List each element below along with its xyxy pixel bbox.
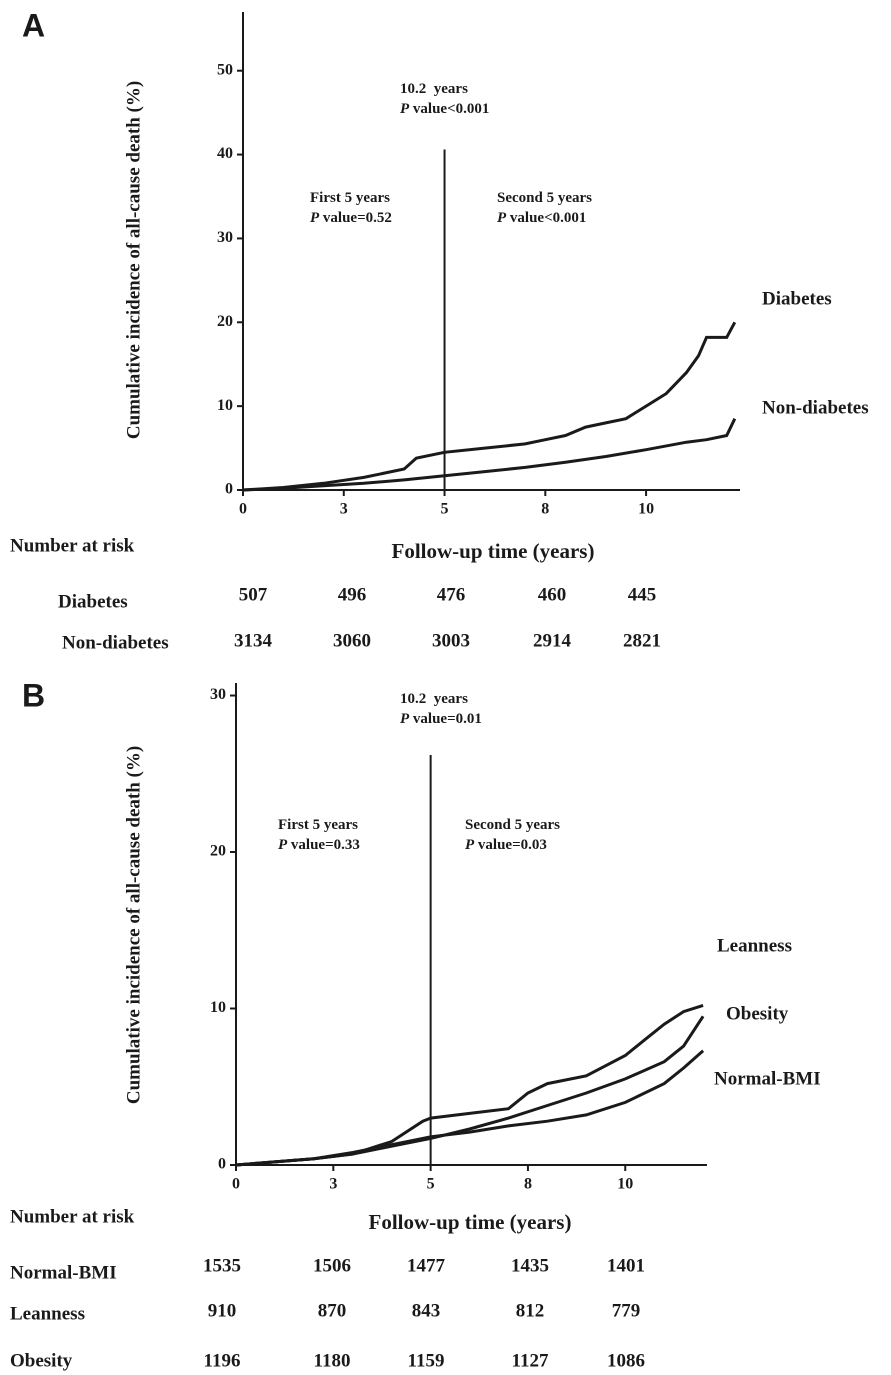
y-tick-label: 0 — [225, 481, 233, 498]
annotation-text: Second 5 years — [497, 190, 592, 206]
risk-value: 779 — [612, 1300, 641, 1321]
risk-table-title: Number at risk — [10, 535, 135, 556]
annotation: P value<0.001 — [400, 101, 489, 117]
annotation: Second 5 years — [465, 817, 560, 833]
risk-value: 496 — [338, 584, 367, 605]
annotation: 10.2 years — [400, 81, 468, 97]
y-tick-label: 20 — [217, 313, 233, 330]
risk-value: 1401 — [607, 1255, 645, 1276]
risk-value: 3060 — [333, 630, 371, 651]
x-tick-label: 0 — [239, 501, 247, 518]
annotation: P value=0.03 — [465, 837, 547, 853]
x-tick-label: 10 — [617, 1176, 633, 1193]
annotation-text: Second 5 years — [465, 817, 560, 833]
risk-value: 1196 — [204, 1350, 241, 1371]
annotation-text: value<0.001 — [506, 210, 586, 226]
series-label: Leanness — [717, 935, 792, 956]
annotation-text: First 5 years — [310, 190, 390, 206]
risk-value: 1159 — [408, 1350, 445, 1371]
series-line — [242, 418, 737, 492]
risk-value: 445 — [628, 584, 657, 605]
risk-table-title: Number at risk — [10, 1206, 135, 1227]
annotation-italic: P — [400, 711, 410, 727]
x-tick-label: 3 — [340, 501, 348, 518]
annotation-text: value=0.01 — [409, 711, 482, 727]
annotation: P value=0.52 — [310, 210, 392, 226]
risk-value: 1477 — [407, 1255, 446, 1276]
risk-value: 2821 — [623, 630, 661, 651]
y-axis-title: Cumulative incidence of all-cause death … — [123, 746, 144, 1104]
annotation: 10.2 years — [400, 691, 468, 707]
series-label: Non-diabetes — [762, 397, 869, 418]
risk-value: 812 — [516, 1300, 545, 1321]
annotation: P value=0.33 — [278, 837, 360, 853]
y-tick-label: 20 — [210, 843, 226, 860]
x-tick-label: 0 — [232, 1176, 240, 1193]
series-label: Obesity — [726, 1003, 789, 1024]
risk-value: 1506 — [313, 1255, 351, 1276]
annotation: Second 5 years — [497, 190, 592, 206]
y-axis-title: Cumulative incidence of all-cause death … — [123, 81, 144, 439]
risk-value: 460 — [538, 584, 567, 605]
y-tick-label: 40 — [217, 145, 233, 162]
risk-value: 910 — [208, 1300, 237, 1321]
y-tick-label: 30 — [210, 686, 226, 703]
risk-row-label: Obesity — [10, 1350, 73, 1371]
risk-value: 843 — [412, 1300, 441, 1321]
x-tick-label: 10 — [638, 501, 654, 518]
y-tick-label: 50 — [217, 61, 233, 78]
annotation: First 5 years — [278, 817, 358, 833]
series-line — [235, 1003, 704, 1167]
annotation: P value=0.01 — [400, 711, 482, 727]
risk-value: 3134 — [234, 630, 273, 651]
risk-row-label: Non-diabetes — [62, 632, 169, 653]
annotation-italic: P — [310, 210, 320, 226]
annotation-text: 10.2 years — [400, 81, 468, 97]
annotation-text: value=0.03 — [474, 837, 547, 853]
annotation-italic: P — [465, 837, 475, 853]
x-axis-title: Follow-up time (years) — [369, 1210, 572, 1234]
annotation-italic: P — [400, 101, 410, 117]
risk-value: 1086 — [607, 1350, 645, 1371]
risk-value: 1435 — [511, 1255, 549, 1276]
y-tick-label: 10 — [210, 999, 226, 1016]
y-tick-label: 0 — [218, 1156, 226, 1173]
x-tick-label: 8 — [541, 501, 549, 518]
series-label: Normal-BMI — [714, 1068, 821, 1089]
risk-row-label: Normal-BMI — [10, 1262, 117, 1283]
panel-label: A — [22, 7, 45, 43]
x-tick-label: 5 — [441, 501, 449, 518]
series-line — [235, 1049, 705, 1167]
series-line — [242, 321, 737, 492]
series-label: Diabetes — [762, 288, 832, 309]
x-axis-title: Follow-up time (years) — [392, 539, 595, 563]
panel-label: B — [22, 677, 45, 713]
series-line — [235, 1015, 705, 1167]
risk-value: 2914 — [533, 630, 572, 651]
x-tick-label: 5 — [427, 1176, 435, 1193]
annotation-text: value=0.33 — [287, 837, 360, 853]
risk-row-label: Leanness — [10, 1303, 85, 1324]
risk-value: 507 — [239, 584, 268, 605]
x-tick-label: 3 — [329, 1176, 337, 1193]
annotation-text: First 5 years — [278, 817, 358, 833]
annotation-italic: P — [497, 210, 507, 226]
risk-value: 1535 — [203, 1255, 241, 1276]
risk-value: 476 — [437, 584, 466, 605]
risk-value: 3003 — [432, 630, 470, 651]
annotation-text: value=0.52 — [319, 210, 392, 226]
risk-value: 1180 — [314, 1350, 351, 1371]
x-tick-label: 8 — [524, 1176, 532, 1193]
y-tick-label: 30 — [217, 229, 233, 246]
risk-row-label: Diabetes — [58, 591, 128, 612]
annotation: P value<0.001 — [497, 210, 586, 226]
risk-value: 1127 — [512, 1350, 549, 1371]
annotation-italic: P — [278, 837, 288, 853]
y-tick-label: 10 — [217, 397, 233, 414]
annotation: First 5 years — [310, 190, 390, 206]
annotation-text: 10.2 years — [400, 691, 468, 707]
annotation-text: value<0.001 — [409, 101, 489, 117]
risk-value: 870 — [318, 1300, 347, 1321]
